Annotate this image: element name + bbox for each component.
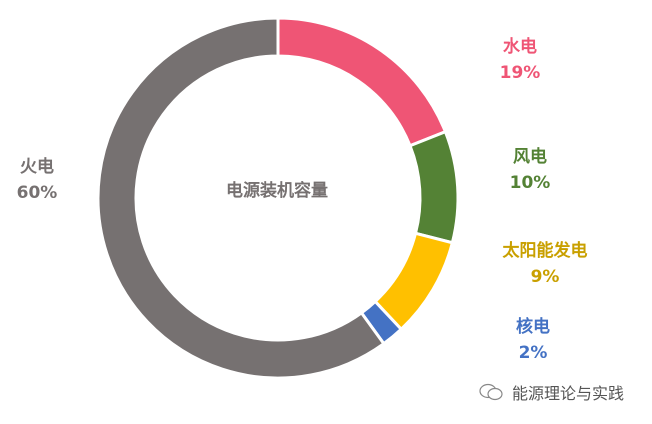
slice-value: 2%: [518, 343, 548, 363]
label-thermal: 火电 60%: [0, 154, 74, 206]
watermark: 能源理论与实践: [478, 380, 624, 404]
label-wind: 风电 10%: [490, 144, 570, 196]
slice-value: 10%: [509, 173, 551, 193]
slice-label: 太阳能发电: [502, 241, 588, 261]
watermark-text: 能源理论与实践: [512, 384, 625, 403]
slice-value: 19%: [499, 63, 541, 83]
slice-label: 核电: [516, 317, 550, 337]
label-hydro: 水电 19%: [480, 34, 560, 86]
label-nuclear: 核电 2%: [493, 314, 573, 366]
label-solar: 太阳能发电 9%: [480, 238, 610, 290]
slice-value: 60%: [16, 183, 58, 203]
slice-1: [408, 129, 460, 245]
slice-label: 水电: [503, 37, 537, 57]
slice-4: [96, 16, 386, 380]
slice-0: [276, 16, 448, 148]
wechat-icon: [479, 383, 503, 401]
slice-label: 火电: [20, 157, 54, 177]
slice-value: 9%: [530, 267, 560, 287]
slice-label: 风电: [513, 147, 547, 167]
center-label: 电源装机容量: [226, 181, 328, 201]
